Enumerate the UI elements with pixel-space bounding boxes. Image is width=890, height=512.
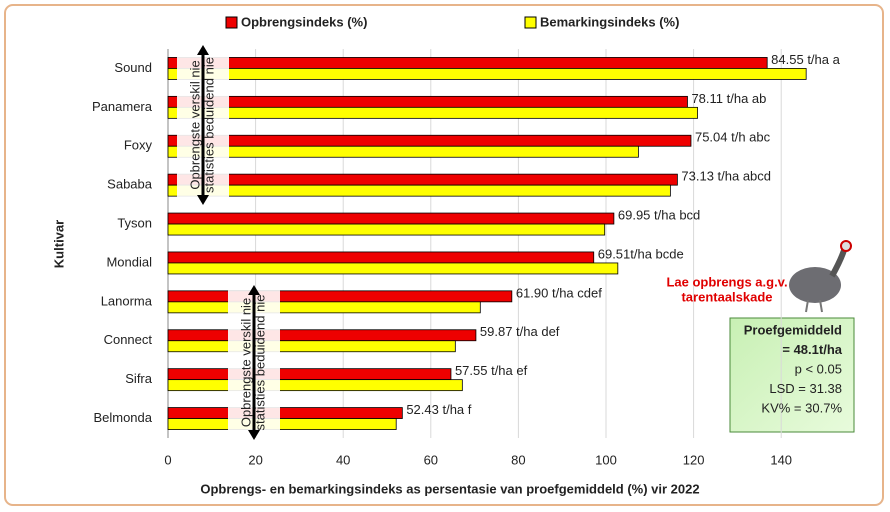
chart: 0 20 40 60 80 100 120 140 Opbrengsindeks (%) Bema…: [0, 0, 890, 512]
bar: [168, 408, 402, 419]
x-tick-label: 0: [164, 452, 171, 467]
bar: [168, 341, 455, 352]
damage-note: tarentaalskade: [681, 289, 772, 304]
x-tick-label: 100: [595, 452, 617, 467]
bar: [168, 330, 476, 341]
y-tick-label: Sound: [114, 60, 152, 75]
bar: [168, 146, 638, 157]
note-text: statisties beduidend nie: [252, 295, 267, 431]
bar: [168, 107, 698, 118]
x-axis-title: Opbrengs- en bemarkingsindeks as persent…: [200, 481, 699, 496]
bar-label: 73.13 t/ha abcd: [681, 169, 771, 184]
note-text: Opbrengste verskil nie: [187, 60, 202, 189]
bar-label: 57.55 t/ha ef: [455, 363, 528, 378]
legend-swatch: [525, 17, 536, 28]
bar: [168, 135, 691, 146]
x-tick-label: 140: [770, 452, 792, 467]
bar: [168, 224, 605, 235]
bar-label: 84.55 t/ha a: [771, 52, 840, 67]
bar-label: 69.95 t/ha bcd: [618, 207, 700, 222]
bar-label: 78.11 t/ha ab: [691, 91, 766, 106]
note-text: Opbrengste verskil nie: [238, 298, 253, 427]
bar: [168, 96, 687, 107]
stats-text: KV% = 30.7%: [761, 400, 842, 415]
bar: [168, 419, 396, 430]
legend-label: Opbrengsindeks (%): [241, 14, 367, 29]
x-tick-label: 60: [424, 452, 438, 467]
stats-text: Proefgemiddeld: [744, 322, 842, 337]
bar: [168, 291, 512, 302]
bar: [168, 252, 594, 263]
damage-note: Lae opbrengs a.g.v.: [666, 274, 787, 289]
bar: [168, 185, 670, 196]
bar: [168, 380, 462, 391]
legend-label: Bemarkingsindeks (%): [540, 14, 679, 29]
y-tick-label: Connect: [104, 332, 153, 347]
bar: [168, 263, 618, 274]
y-tick-label: Panamera: [92, 99, 153, 114]
x-tick-label: 40: [336, 452, 350, 467]
y-axis-title: Kultivar: [51, 220, 66, 268]
bar-label: 69.51t/ha bcde: [598, 246, 684, 261]
x-tick-label: 120: [683, 452, 705, 467]
bar: [168, 68, 806, 79]
y-tick-label: Lanorma: [101, 293, 153, 308]
bar: [168, 57, 767, 68]
note-text: statisties beduidend nie: [201, 57, 216, 193]
y-tick-label: Sifra: [125, 371, 153, 386]
y-tick-label: Mondial: [106, 254, 152, 269]
y-tick-label: Sababa: [107, 177, 153, 192]
x-tick-label: 20: [248, 452, 262, 467]
bar-label: 61.90 t/ha cdef: [516, 285, 602, 300]
stats-text: LSD = 31.38: [769, 381, 842, 396]
legend-swatch: [226, 17, 237, 28]
stats-text: p < 0.05: [795, 361, 842, 376]
bar: [168, 174, 677, 185]
stats-text: = 48.1t/ha: [782, 342, 842, 357]
bar: [168, 213, 614, 224]
y-tick-label: Foxy: [124, 138, 153, 153]
bar-label: 75.04 t/h abc: [695, 130, 771, 145]
y-tick-label: Tyson: [117, 215, 152, 230]
bar: [168, 369, 451, 380]
y-tick-label: Belmonda: [93, 410, 152, 425]
bar-label: 59.87 t/ha def: [480, 324, 560, 339]
x-tick-label: 80: [511, 452, 525, 467]
bar-label: 52.43 t/ha f: [406, 402, 471, 417]
bar: [168, 302, 480, 313]
